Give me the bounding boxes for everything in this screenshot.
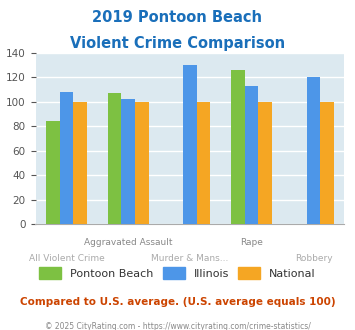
Text: Rape: Rape xyxy=(240,238,263,247)
Bar xyxy=(320,102,334,224)
Bar xyxy=(197,102,210,224)
Text: Violent Crime Comparison: Violent Crime Comparison xyxy=(70,36,285,51)
Text: Compared to U.S. average. (U.S. average equals 100): Compared to U.S. average. (U.S. average … xyxy=(20,297,335,307)
Text: Murder & Mans...: Murder & Mans... xyxy=(151,254,229,263)
Text: © 2025 CityRating.com - https://www.cityrating.com/crime-statistics/: © 2025 CityRating.com - https://www.city… xyxy=(45,322,310,330)
Text: 2019 Pontoon Beach: 2019 Pontoon Beach xyxy=(93,10,262,25)
Bar xyxy=(135,102,148,224)
Bar xyxy=(183,65,197,224)
Bar xyxy=(258,102,272,224)
Legend: Pontoon Beach, Illinois, National: Pontoon Beach, Illinois, National xyxy=(35,263,320,283)
Text: Aggravated Assault: Aggravated Assault xyxy=(84,238,173,247)
Bar xyxy=(245,86,258,224)
Bar xyxy=(73,102,87,224)
Text: Robbery: Robbery xyxy=(295,254,332,263)
Bar xyxy=(231,70,245,224)
Bar xyxy=(108,93,121,224)
Bar xyxy=(307,77,320,224)
Bar xyxy=(60,92,73,224)
Text: All Violent Crime: All Violent Crime xyxy=(28,254,104,263)
Bar xyxy=(46,121,60,224)
Bar xyxy=(121,99,135,224)
